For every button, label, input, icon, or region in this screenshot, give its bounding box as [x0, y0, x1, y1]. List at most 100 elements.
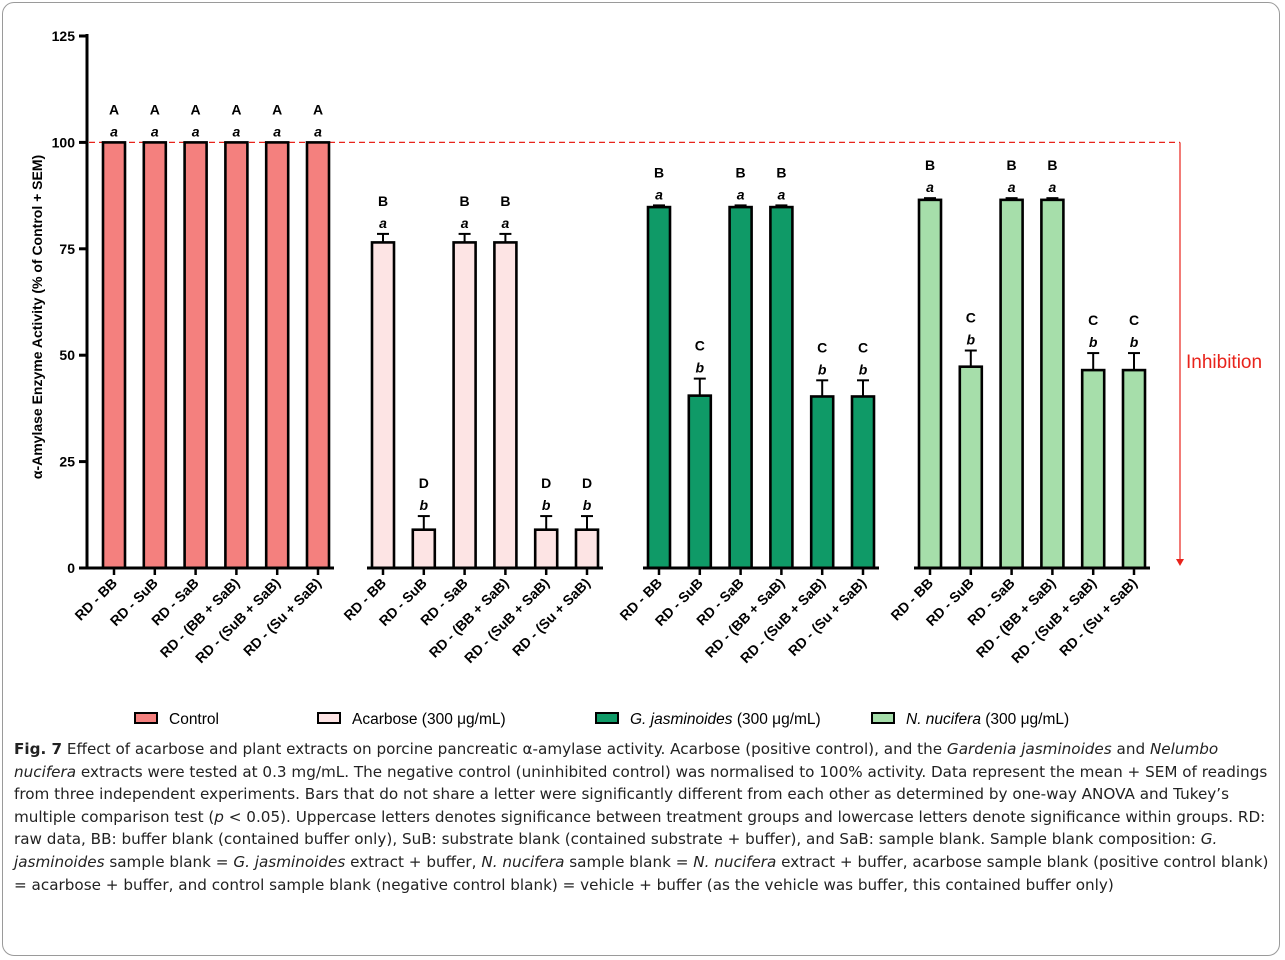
- inhibition-label: Inhibition: [1186, 352, 1262, 373]
- sig-letter-uppercase: A: [231, 101, 241, 117]
- sig-letter-lowercase: a: [151, 123, 159, 139]
- legend-text: Acarbose (300 μg/mL): [352, 711, 506, 728]
- y-tick-label: 125: [52, 28, 76, 44]
- bar: [101, 141, 127, 570]
- x-tick-label: RD - (Su + SaB): [1056, 575, 1140, 659]
- bar: [958, 365, 984, 570]
- legend-entry: G. jasminoides (300 μg/mL): [630, 711, 821, 728]
- bar: [1040, 198, 1065, 570]
- legend-swatch: [871, 712, 895, 724]
- sig-letter-lowercase: a: [778, 186, 786, 202]
- sig-letter-uppercase: B: [654, 164, 664, 180]
- legend-species: N. nucifera: [906, 711, 981, 728]
- sig-letter-uppercase: C: [858, 339, 868, 355]
- sig-letter-uppercase: B: [460, 193, 470, 209]
- sig-letter-lowercase: b: [583, 497, 592, 513]
- sig-letter-uppercase: A: [313, 101, 323, 117]
- bar: [728, 205, 753, 570]
- caption-species: G. jasminoides: [233, 852, 346, 871]
- sig-letter-uppercase: B: [776, 164, 786, 180]
- sig-letter-lowercase: a: [110, 123, 118, 139]
- sig-letter-lowercase: a: [461, 215, 469, 231]
- sig-letter-uppercase: A: [150, 101, 160, 117]
- sig-letter-uppercase: A: [272, 101, 282, 117]
- sig-letter-lowercase: a: [655, 186, 663, 202]
- legend-text: (300 μg/mL): [981, 711, 1069, 728]
- caption-text: < 0.05). Uppercase letters denotes signi…: [14, 807, 1266, 849]
- sig-letter-uppercase: C: [966, 310, 976, 326]
- legend-swatch: [317, 712, 341, 724]
- y-tick-label: 50: [59, 347, 75, 363]
- legend-entry: N. nucifera (300 μg/mL): [906, 711, 1069, 728]
- sig-letter-lowercase: a: [314, 123, 322, 139]
- caption-p-symbol: p: [214, 807, 224, 826]
- sig-letter-uppercase: B: [378, 193, 388, 209]
- bar: [809, 395, 835, 570]
- bar: [917, 198, 943, 570]
- bar: [493, 241, 518, 570]
- y-tick-label: 25: [59, 454, 75, 470]
- bar: [999, 198, 1024, 570]
- bar: [1121, 368, 1147, 570]
- legend-swatch: [134, 712, 158, 724]
- sig-letter-uppercase: C: [695, 338, 705, 354]
- x-tick-label: RD - (Su + SaB): [240, 575, 324, 659]
- bar: [411, 528, 437, 570]
- sig-letter-lowercase: b: [420, 497, 429, 513]
- caption-species: Gardenia jasminoides: [946, 740, 1112, 758]
- sig-letter-lowercase: a: [273, 123, 281, 139]
- y-tick-label: 75: [59, 241, 75, 257]
- caption-text: sample blank =: [564, 852, 694, 871]
- bar: [687, 394, 713, 570]
- sig-letter-lowercase: a: [737, 186, 745, 202]
- legend-swatch: [595, 712, 619, 724]
- bar: [574, 528, 600, 570]
- bar-chart: 0 25 50 75 100 125 α-Amylase Enzyme Activity (…: [29, 28, 1262, 728]
- y-axis-label: α-Amylase Enzyme Activity (% of Control …: [29, 155, 45, 479]
- bar: [305, 141, 331, 570]
- y-tick-label: 100: [52, 134, 76, 150]
- bar: [850, 395, 876, 570]
- bar: [769, 205, 794, 570]
- sig-letter-uppercase: B: [1007, 157, 1017, 173]
- bar: [370, 241, 396, 570]
- sig-letter-lowercase: a: [192, 123, 200, 139]
- sig-letter-lowercase: b: [859, 361, 868, 377]
- bar: [264, 141, 290, 570]
- sig-letter-lowercase: b: [1130, 334, 1139, 350]
- sig-letter-uppercase: B: [1047, 157, 1057, 173]
- figure-caption: Fig. 7 Effect of acarbose and plant extr…: [14, 738, 1276, 896]
- sig-letter-lowercase: a: [233, 123, 241, 139]
- sig-letter-lowercase: a: [926, 179, 934, 195]
- sig-letter-lowercase: b: [696, 360, 705, 376]
- inhibition-arrowhead: [1176, 559, 1184, 566]
- sig-letter-lowercase: a: [502, 215, 510, 231]
- sig-letter-uppercase: A: [109, 101, 119, 117]
- caption-text: Effect of acarbose and plant extracts on…: [62, 740, 947, 758]
- sig-letter-lowercase: b: [1089, 334, 1098, 350]
- legend-entry: Acarbose (300 μg/mL): [352, 711, 506, 728]
- legend-text: Control: [169, 711, 219, 728]
- bar: [1080, 368, 1106, 570]
- legend-species: G. jasminoides: [630, 711, 733, 728]
- sig-letter-lowercase: b: [542, 497, 551, 513]
- sig-letter-lowercase: a: [1008, 179, 1016, 195]
- bar: [224, 141, 249, 570]
- bar: [533, 528, 559, 570]
- caption-text: and: [1111, 740, 1150, 758]
- caption-text: extract + buffer, acarbose sample blank …: [14, 852, 1269, 894]
- sig-letter-lowercase: a: [1049, 179, 1057, 195]
- caption-species: N. nucifera: [693, 852, 777, 871]
- legend-text: (300 μg/mL): [733, 711, 821, 728]
- x-tick-label: RD - (Su + SaB): [785, 575, 869, 659]
- caption-figure-label: Fig. 7: [14, 740, 63, 758]
- caption-species: G. jasminoides: [14, 830, 1218, 871]
- sig-letter-uppercase: C: [1129, 312, 1139, 328]
- y-tick-label: 0: [67, 560, 75, 576]
- caption-species: Nelumbo nucifera: [14, 740, 1219, 781]
- sig-letter-uppercase: B: [500, 193, 510, 209]
- caption-text: extract + buffer,: [345, 852, 482, 871]
- legend-entry: Control: [169, 711, 219, 728]
- bar: [183, 141, 208, 570]
